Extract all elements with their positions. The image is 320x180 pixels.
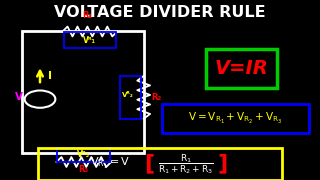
Text: Vᴿ₂: Vᴿ₂ xyxy=(122,92,134,98)
Text: VOLTAGE DIVIDER RULE: VOLTAGE DIVIDER RULE xyxy=(54,5,266,20)
Text: Vᴿ₃: Vᴿ₃ xyxy=(77,150,90,159)
Text: $\mathsf{V=V_{R_1}+V_{R_2}+V_{R_3}}$: $\mathsf{V=V_{R_1}+V_{R_2}+V_{R_3}}$ xyxy=(188,111,283,126)
Text: I: I xyxy=(48,71,52,81)
Bar xyxy=(64,32,116,48)
Bar xyxy=(38,148,282,180)
Text: Vᴿ₁: Vᴿ₁ xyxy=(84,36,96,45)
Text: R₁: R₁ xyxy=(82,11,92,20)
Text: [: [ xyxy=(144,153,154,173)
Bar xyxy=(162,104,309,133)
Text: V=IR: V=IR xyxy=(215,59,268,78)
Bar xyxy=(120,76,141,119)
Bar xyxy=(206,49,277,88)
Text: $\mathsf{V_{R_1}=V}$: $\mathsf{V_{R_1}=V}$ xyxy=(90,156,131,171)
Text: V: V xyxy=(15,92,23,102)
Bar xyxy=(57,148,110,162)
Text: ]: ] xyxy=(217,153,228,173)
Text: R₂: R₂ xyxy=(151,93,161,102)
Text: R₃: R₃ xyxy=(79,165,89,174)
Bar xyxy=(22,31,144,153)
Text: $\mathsf{\dfrac{R_1}{R_1+R_2+R_3}}$: $\mathsf{\dfrac{R_1}{R_1+R_2+R_3}}$ xyxy=(158,152,213,176)
